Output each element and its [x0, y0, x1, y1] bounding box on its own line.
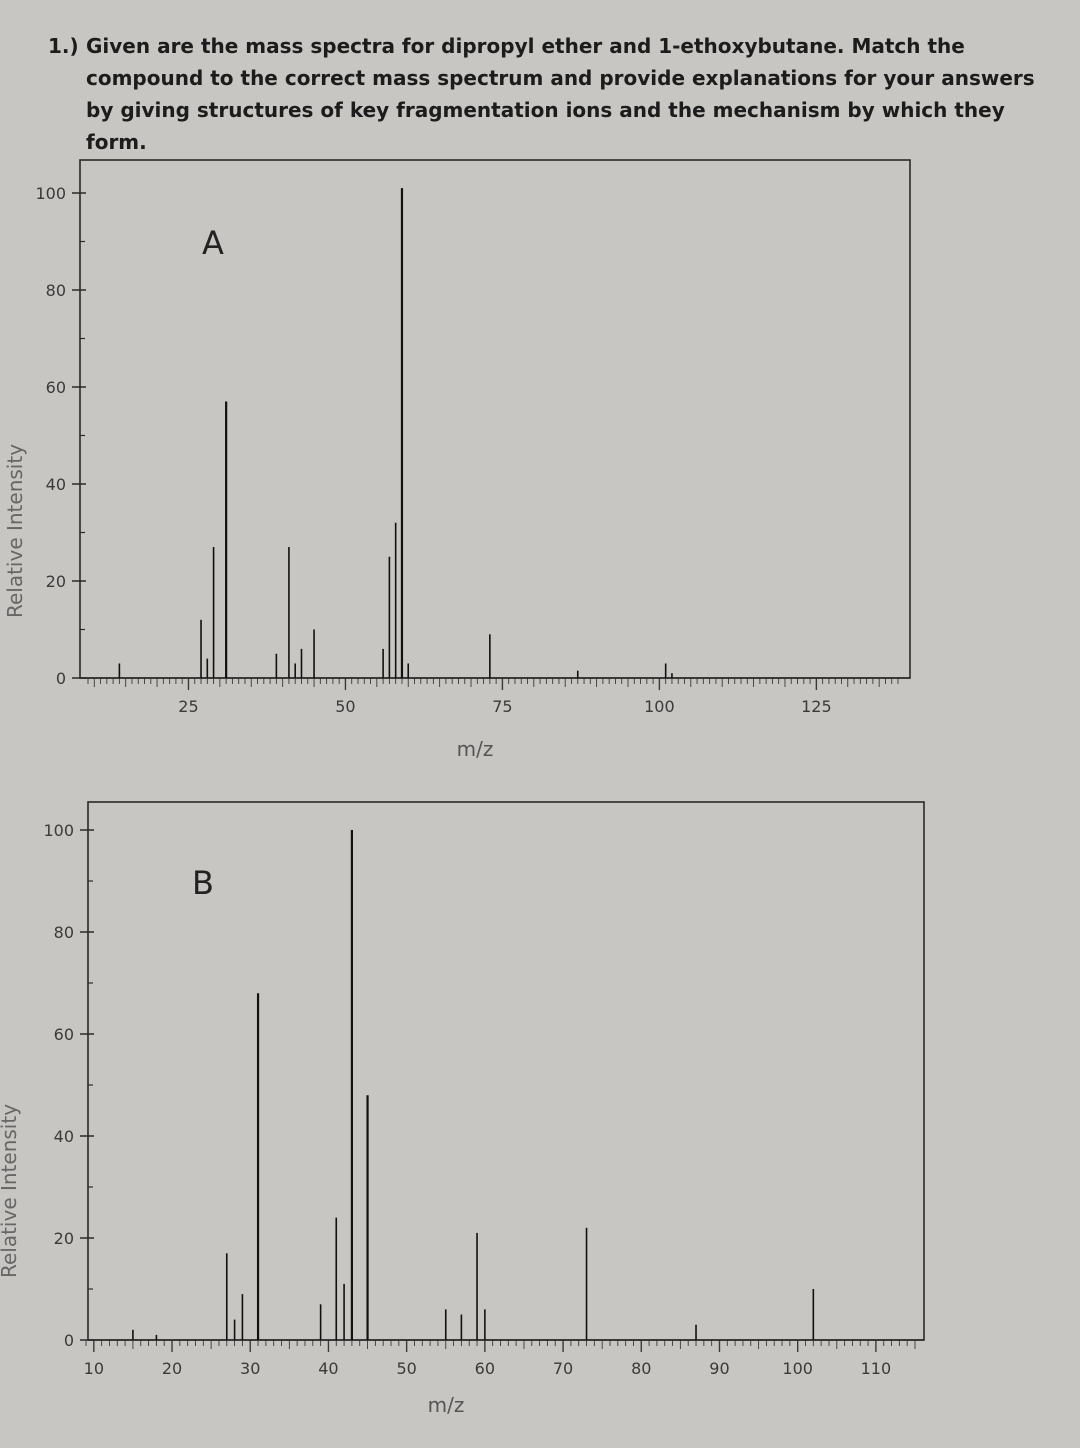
y-tick-label: 40: [54, 1127, 74, 1146]
y-tick-label: 100: [35, 184, 66, 203]
x-tick-label: 50: [335, 697, 355, 716]
y-tick-label: 100: [43, 821, 74, 840]
question-text: Given are the mass spectra for dipropyl …: [86, 34, 1035, 154]
mass-spectrum-a: A 0 20 40 60 80 100 25 50 75 100 125 m/z Relative Int…: [3, 159, 911, 761]
panel-label: A: [202, 224, 224, 262]
mass-spectrum-b: B 0 20 40 60 80 100 10 20 30 40 50 60 70 80 90 100 110 m/z…: [0, 801, 925, 1417]
x-tick-label: 80: [631, 1359, 651, 1378]
x-tick-label: 10: [84, 1359, 104, 1378]
question: 1.) Given are the mass spectra for dipro…: [48, 30, 1068, 158]
y-tick-label: 20: [46, 572, 66, 591]
x-tick-label: 125: [801, 697, 832, 716]
x-tick-label: 75: [492, 697, 512, 716]
y-axis-label: Relative Intensity: [0, 1104, 21, 1278]
y-tick-label: 80: [46, 281, 66, 300]
x-tick-label: 90: [709, 1359, 729, 1378]
x-tick-label: 70: [553, 1359, 573, 1378]
x-tick-label: 50: [396, 1359, 416, 1378]
x-tick-label: 100: [782, 1359, 813, 1378]
x-axis-label: m/z: [428, 1393, 465, 1417]
y-tick-label: 60: [54, 1025, 74, 1044]
y-tick-label: 20: [54, 1229, 74, 1248]
x-tick-label: 40: [318, 1359, 338, 1378]
y-tick-label: 0: [64, 1331, 74, 1350]
y-tick-label: 80: [54, 923, 74, 942]
x-tick-label: 100: [644, 697, 675, 716]
question-number: 1.): [48, 34, 79, 58]
x-tick-label: 60: [475, 1359, 495, 1378]
x-tick-label: 25: [178, 697, 198, 716]
y-tick-label: 0: [56, 669, 66, 688]
y-tick-label: 60: [46, 378, 66, 397]
x-tick-label: 30: [240, 1359, 260, 1378]
x-axis-label: m/z: [457, 737, 494, 761]
y-tick-label: 40: [46, 475, 66, 494]
y-axis-label: Relative Intensity: [3, 444, 27, 618]
x-tick-label: 110: [861, 1359, 892, 1378]
panel-label: B: [192, 864, 214, 902]
x-tick-label: 20: [162, 1359, 182, 1378]
